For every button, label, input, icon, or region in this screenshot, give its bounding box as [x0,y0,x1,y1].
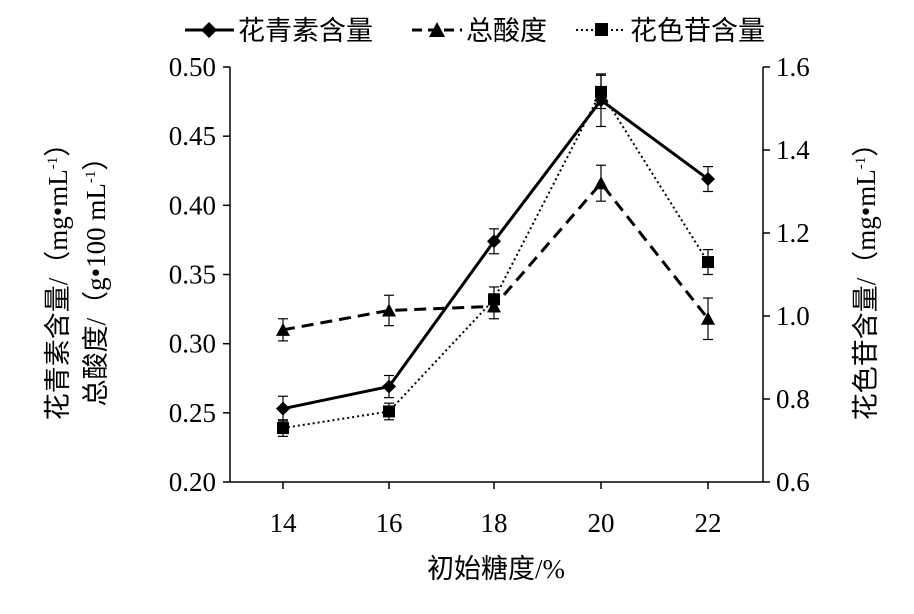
data-point-diamond [382,379,396,394]
left-axis-title-line1: 花青素含量/（mg•mL-1） [43,130,73,420]
left-tick-label: 0.30 [169,329,216,359]
legend-marker-diamond [201,22,217,38]
left-tick-label: 0.35 [169,260,216,290]
x-tick-label: 22 [695,508,722,538]
right-axis-title-sup: -1 [853,157,869,170]
right-tick-label: 0.8 [776,384,810,414]
right-tick-label: 1.2 [776,218,810,248]
axes [229,67,764,483]
left-axis-ticks: 0.20 0.25 0.30 0.35 0.40 0.45 0.50 [169,52,230,497]
x-tick-label: 18 [481,508,508,538]
right-axis-title-main: 花色苷含量/（mg•mL [851,169,881,420]
left-axis-title-line2-main: 总酸度/（g•100 mL [81,183,111,406]
right-axis-title-end: ） [851,130,881,157]
x-axis-title: 初始糖度/% [427,554,565,584]
x-axis-ticks: 14 16 18 20 22 [270,482,722,538]
data-point-square [488,293,500,306]
data-point-square [383,405,395,418]
left-tick-label: 0.50 [169,52,216,82]
left-axis-title-line1-end: ） [43,130,73,157]
x-tick-label: 20 [588,508,615,538]
legend-label-total-acidity: 总酸度 [466,16,547,46]
legend: 花青素含量 总酸度 花色苷含量 [185,16,765,46]
left-tick-label: 0.45 [169,121,216,151]
x-tick-label: 14 [270,508,298,538]
series-line-diamond [282,98,709,411]
x-tick-label: 16 [376,508,403,538]
right-tick-label: 1.4 [776,135,810,165]
plot-area [276,73,715,437]
data-point-triangle [382,303,396,317]
series-line-square [282,89,709,430]
data-point-triangle [701,311,715,325]
left-tick-label: 0.40 [169,190,216,220]
left-axis-title-line2: 总酸度/（g•100 mL-1） [81,144,111,407]
data-point-triangle [276,322,290,336]
right-axis-title: 花色苷含量/（mg•mL-1） [851,130,881,420]
legend-item-anthocyanin: 花青素含量 [185,16,373,46]
legend-marker-square [595,23,608,36]
left-tick-label: 0.20 [169,467,216,497]
legend-label-anthocyanidin-glycoside: 花色苷含量 [630,16,765,46]
legend-item-total-acidity: 总酸度 [412,16,547,46]
data-point-triangle [594,176,608,190]
left-axis-title-line2-end: ） [81,144,111,171]
data-point-diamond [701,172,715,187]
data-point-square [702,256,714,269]
data-point-diamond [487,234,501,249]
data-point-square [595,85,607,98]
data-point-square [277,422,289,435]
legend-item-anthocyanidin-glycoside: 花色苷含量 [576,16,765,46]
right-axis-ticks: 0.6 0.8 1.0 1.2 1.4 1.6 [763,52,810,497]
left-tick-label: 0.25 [169,398,216,428]
left-axis-title-line2-sup: -1 [83,171,99,184]
right-tick-label: 1.0 [776,301,810,331]
right-tick-label: 0.6 [776,467,810,497]
legend-label-anthocyanin: 花青素含量 [238,16,373,46]
data-point-diamond [276,401,290,416]
left-axis-title-line1-sup: -1 [45,157,61,170]
left-axis-title-line1-main: 花青素含量/（mg•mL [43,169,73,420]
legend-marker-triangle [429,22,445,37]
right-tick-label: 1.6 [776,52,810,82]
